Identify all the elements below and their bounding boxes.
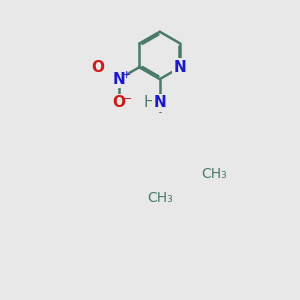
Text: N: N [153,95,166,110]
Text: +: + [122,70,132,80]
Text: −: − [123,94,133,104]
Text: CH₃: CH₃ [147,190,172,205]
Text: CH₃: CH₃ [201,167,227,181]
Text: N: N [112,72,125,87]
Text: O: O [92,60,105,75]
Text: H: H [144,95,155,110]
Text: N: N [174,60,187,75]
Text: O: O [112,95,125,110]
